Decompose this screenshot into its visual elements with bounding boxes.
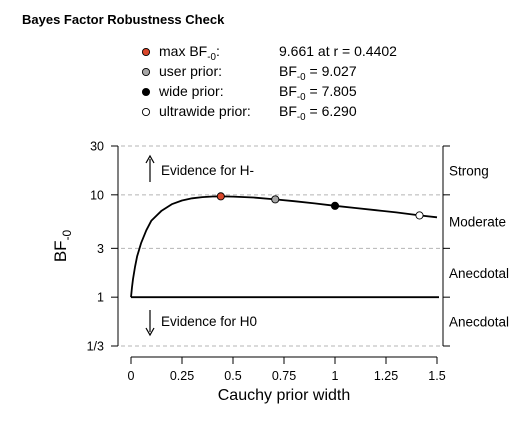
user-marker-icon [141, 67, 151, 77]
arrow-down-head-icon [145, 327, 155, 337]
annotation-evidence-h-minus: Evidence for H- [161, 163, 254, 178]
evidence-category-label: Strong [449, 163, 489, 178]
legend-label: user prior: [159, 63, 222, 79]
y-tick-label: 1 [97, 291, 104, 305]
legend-value: BF-0 = 7.805 [279, 83, 357, 103]
legend-entry-ultrawide: ultrawide prior: BF-0 = 6.290 [141, 103, 357, 123]
x-tick-label: 0.75 [272, 369, 296, 383]
evidence-category-label: Moderate [449, 214, 506, 229]
x-tick-label: 1 [332, 369, 339, 383]
x-axis-label: Cauchy prior width [218, 387, 351, 404]
y-tick-label: 10 [90, 188, 104, 202]
x-tick-label: 0 [128, 369, 135, 383]
x-tick-label: 0.5 [224, 369, 241, 383]
legend-value: BF-0 = 9.027 [279, 63, 357, 83]
legend-entry-user: user prior: BF-0 = 9.027 [141, 63, 357, 83]
legend-value: 9.661 at r = 0.4402 [279, 43, 397, 59]
y-tick-label: 30 [90, 140, 104, 154]
evidence-category-label: Anecdotal [449, 266, 509, 281]
legend-value: BF-0 = 6.290 [279, 103, 357, 123]
point-user-prior [271, 195, 280, 204]
x-tick-label: 1.5 [428, 369, 445, 383]
y-tick-label: 1/3 [87, 340, 104, 354]
y-axis-label: BF-0 [51, 229, 74, 262]
evidence-category-label: Anecdotal [449, 315, 509, 330]
x-tick-label: 1.25 [374, 369, 398, 383]
bf-curve [130, 195, 438, 298]
wide-marker-icon [141, 87, 151, 97]
legend-entry-max: max BF-0: 9.661 at r = 0.4402 [141, 43, 397, 63]
ultrawide-marker-icon [141, 107, 151, 117]
legend: max BF-0: 9.661 at r = 0.4402 user prior: B… [141, 43, 397, 123]
y-tick-label: 3 [97, 242, 104, 256]
point-ultrawide-prior [415, 211, 424, 220]
point-wide-prior [330, 201, 340, 210]
annotation-evidence-h0: Evidence for H0 [161, 314, 257, 329]
arrow-up-head-icon [145, 154, 155, 164]
x-tick-label: 0.25 [170, 369, 194, 383]
legend-label: ultrawide prior: [159, 103, 251, 119]
max-marker-icon [141, 47, 151, 57]
page-title: Bayes Factor Robustness Check [22, 12, 225, 27]
plot-area: 1/3 1 3 10 30 0 0.25 0.5 0.75 1 1.25 1.5 Strong Moder… [51, 140, 509, 405]
legend-label: max BF-0: [159, 43, 220, 63]
point-max [216, 192, 225, 201]
legend-label: wide prior: [158, 83, 224, 99]
legend-entry-wide: wide prior: BF-0 = 7.805 [141, 83, 357, 103]
